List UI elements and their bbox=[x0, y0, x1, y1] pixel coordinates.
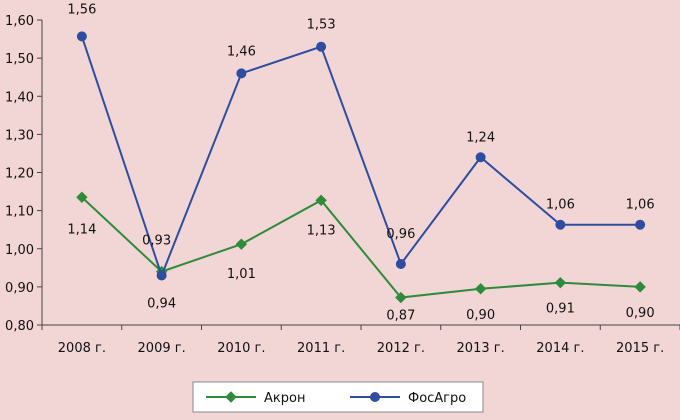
x-tick-label: 2014 г. bbox=[536, 341, 584, 356]
data-point bbox=[634, 281, 646, 293]
data-label: 0,96 bbox=[386, 227, 415, 242]
x-tick-label: 2009 г. bbox=[138, 341, 186, 356]
data-point bbox=[316, 41, 327, 52]
y-tick-label: 1,00 bbox=[5, 243, 34, 258]
x-tick-label: 2008 г. bbox=[58, 341, 106, 356]
x-tick-label: 2010 г. bbox=[217, 341, 265, 356]
data-label: 0,90 bbox=[466, 308, 495, 323]
y-tick-label: 1,60 bbox=[5, 14, 34, 29]
data-point bbox=[156, 270, 167, 281]
data-point bbox=[76, 191, 88, 203]
data-point bbox=[76, 31, 87, 42]
y-tick-label: 0,90 bbox=[5, 281, 34, 296]
data-label: 1,24 bbox=[466, 130, 495, 145]
data-label: 1,01 bbox=[227, 267, 256, 282]
legend-label: ФосАгро bbox=[408, 391, 466, 406]
data-point bbox=[315, 194, 327, 207]
y-tick-label: 1,50 bbox=[5, 52, 34, 67]
data-point bbox=[236, 68, 247, 79]
x-tick-label: 2013 г. bbox=[457, 341, 505, 356]
data-label: 0,94 bbox=[147, 297, 176, 312]
x-tick-label: 2011 г. bbox=[297, 341, 345, 356]
y-tick-label: 1,30 bbox=[5, 128, 34, 143]
legend-marker bbox=[225, 391, 237, 403]
data-point bbox=[235, 238, 248, 250]
data-point bbox=[635, 219, 646, 230]
data-point bbox=[475, 152, 486, 163]
data-label: 0,87 bbox=[386, 309, 415, 324]
data-label: 1,46 bbox=[227, 44, 256, 59]
data-point bbox=[555, 219, 566, 230]
series-line-1 bbox=[81, 196, 641, 299]
data-point bbox=[395, 291, 407, 304]
series-line-2 bbox=[80, 36, 641, 279]
data-point bbox=[474, 283, 487, 295]
legend-marker bbox=[370, 392, 380, 402]
data-label: 0,93 bbox=[142, 233, 171, 248]
y-tick-label: 0,80 bbox=[5, 319, 34, 334]
x-tick-label: 2015 г. bbox=[616, 341, 664, 356]
data-label: 1,13 bbox=[307, 223, 336, 238]
data-label: 0,90 bbox=[626, 306, 655, 321]
data-point bbox=[554, 276, 567, 289]
data-label: 1,14 bbox=[67, 222, 96, 237]
data-label: 1,53 bbox=[307, 18, 336, 33]
legend-label: Акрон bbox=[264, 391, 305, 406]
y-tick-label: 1,40 bbox=[5, 90, 34, 105]
y-tick-label: 1,20 bbox=[5, 167, 34, 182]
y-tick-label: 1,10 bbox=[5, 205, 34, 220]
data-label: 1,56 bbox=[67, 2, 96, 17]
data-label: 1,06 bbox=[546, 198, 575, 213]
data-point bbox=[395, 259, 406, 269]
data-label: 0,91 bbox=[546, 302, 575, 317]
x-tick-label: 2012 г. bbox=[377, 341, 425, 356]
data-label: 1,06 bbox=[626, 198, 655, 213]
